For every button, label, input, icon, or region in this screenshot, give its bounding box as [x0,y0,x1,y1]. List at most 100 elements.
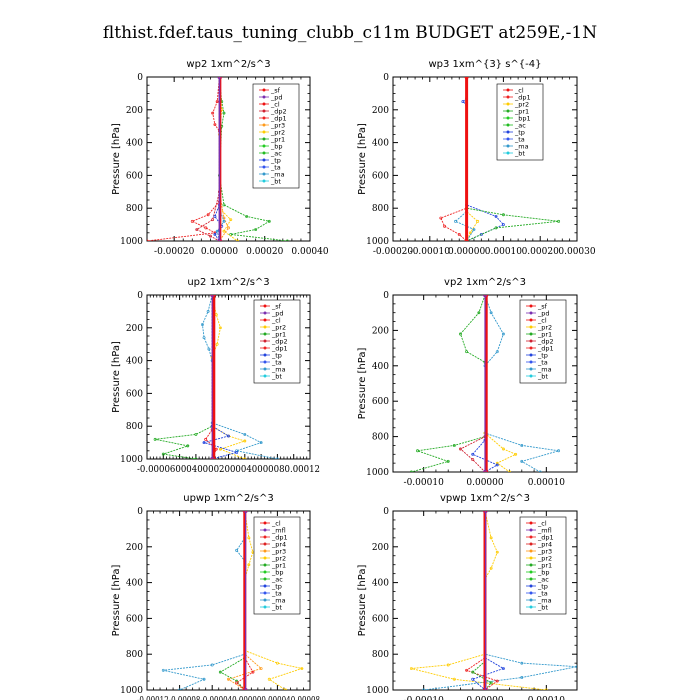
y-tick-label: 0 [137,507,143,517]
legend-marker [506,88,510,92]
series-ma-point [495,350,499,354]
legend-label: _pr2 [270,128,285,136]
legend-label: _pd [270,93,283,101]
series-tp-point [235,450,239,454]
x-tick-label: -0.00010 [404,696,445,700]
series-group [161,511,304,690]
series-ma-point [259,441,263,445]
series-ma-point [178,688,182,690]
series-mfl-point [483,687,488,690]
series-pr2-point [243,439,247,443]
series-pr2-point [476,219,480,223]
series-pr2-point [495,461,499,465]
legend-marker [262,172,266,176]
series-pd-point [217,77,222,80]
x-tick-label: 0.00000 [466,478,503,488]
legend-marker [529,549,533,553]
legend-marker [529,360,533,364]
legend-label: _pd [537,309,550,317]
legend-marker [263,360,267,364]
legend-marker [529,325,533,329]
legend-marker [529,542,533,546]
legend-marker [263,556,267,560]
legend-label: _tp [271,582,282,590]
series-ma-point [520,444,524,447]
series-dp1-point [443,224,446,228]
series-pr1-point [557,219,561,223]
series-cl-point [211,456,216,459]
series-pr1-point [465,350,469,354]
series-pr1-point [452,444,456,447]
series-pr2-point [544,688,548,690]
series-ma-point [206,309,210,313]
y-tick-label: 0 [383,291,389,301]
series-pr3-point [227,226,230,230]
series-pr2 [218,77,238,241]
series-tp-point [501,667,505,670]
legend-label: _ac [514,121,526,129]
series-pd-point [210,456,215,459]
series-pr1-point [471,670,475,674]
legend-marker [263,542,267,546]
series-pr2-point [229,218,233,222]
legend-marker [263,528,267,532]
legend-marker [262,137,266,141]
series-pr1 [411,295,486,472]
series-pr2-point [501,447,505,451]
legend-label: _pr4 [271,540,286,548]
legend-marker [263,353,267,357]
y-tick-label: 1000 [120,686,143,696]
series-dp1 [465,511,499,690]
x-tick-label: -0.00020 [154,247,195,257]
legend-marker [506,151,510,155]
series-pr1-point [194,457,198,459]
series-group [409,295,561,472]
series-dp1 [147,77,220,241]
series-group [153,295,279,459]
x-tick-label: 0.00040 [291,247,328,257]
y-axis-label: Pressure [hPa] [111,123,122,195]
panel-4: vp2 1xm^2/s^3 Pressure [hPa] 0 200 400 600 800… [357,277,578,488]
legend-label: _dp2 [537,337,554,345]
legend-marker [506,116,510,120]
series-tp-point [501,223,505,227]
legend-marker [263,521,267,525]
series-pr1 [155,295,213,459]
series-ma-point [520,676,524,679]
series-ma-point [520,661,524,665]
legend-label: _pr2 [537,554,552,562]
legend-label: _ta [271,358,282,366]
legend-marker [263,584,267,588]
legend-label: _ma [514,142,529,150]
legend-label: _dp1 [271,533,288,541]
legend-label: _pr1 [270,135,285,143]
legend-label: _dp2 [271,337,288,345]
y-tick-label: 400 [372,139,389,149]
series-dp1-point [211,111,215,115]
legend-marker [529,591,533,595]
series-pr1-point [194,432,198,436]
series-ma-point [489,311,493,315]
x-tick-label: 0.00000 [466,696,503,700]
legend-marker [263,304,267,308]
legend-marker [262,95,266,99]
y-axis-label: Pressure [hPa] [357,123,368,195]
x-tick-label: 0.00010 [528,696,565,700]
legend-marker [506,123,510,127]
legend-label: _ta [537,358,548,366]
x-tick-labels: -0.00006000400002000040000080.00012 [137,465,320,475]
legend-label: _pr4 [537,540,552,548]
legend-label: _ta [537,589,548,597]
legend-marker [263,598,267,602]
legend-marker [263,535,267,539]
series-dp1-point [215,100,219,104]
legend-label: _pr2 [271,554,286,562]
series-pr3-point [227,677,230,681]
legend-marker [506,144,510,148]
y-tick-label: 1000 [120,237,143,247]
series-pr1-point [409,470,413,472]
series-ma-point [210,663,214,667]
series-pr2-point [247,563,251,567]
y-tick-label: 800 [372,204,389,214]
legend-label: _bt [537,603,548,611]
